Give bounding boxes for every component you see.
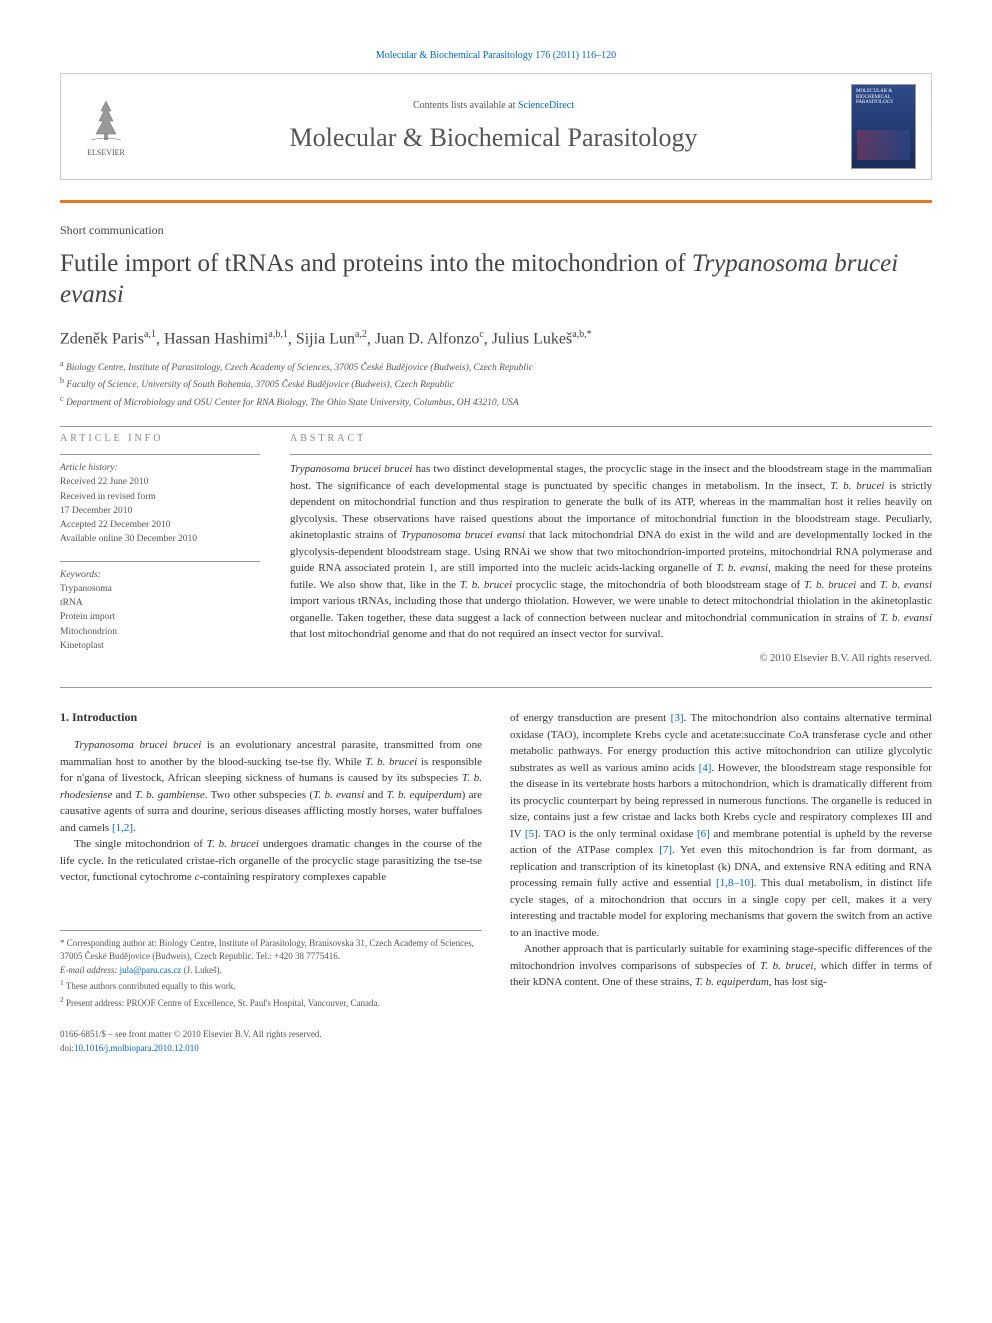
history-line: Received in revised form	[60, 490, 260, 504]
keyword: Trypanosoma	[60, 582, 260, 596]
abstract-label: abstract	[290, 433, 932, 444]
article-info-label: article info	[60, 433, 260, 444]
article-type: Short communication	[60, 223, 932, 238]
history-heading: Article history:	[60, 461, 260, 475]
footnote-text: These authors contributed equally to thi…	[66, 981, 236, 991]
article-title: Futile import of tRNAs and proteins into…	[60, 248, 932, 311]
divider	[290, 454, 932, 455]
affiliation-c: Department of Microbiology and OSU Cente…	[66, 398, 519, 408]
footnote-1: 1 These authors contributed equally to t…	[60, 977, 482, 994]
history-line: Received 22 June 2010	[60, 475, 260, 489]
history-line: Available online 30 December 2010	[60, 532, 260, 546]
divider	[60, 687, 932, 688]
orange-divider	[60, 200, 932, 203]
body-paragraph: of energy transduction are present [3]. …	[510, 710, 932, 941]
history-line: Accepted 22 December 2010	[60, 518, 260, 532]
affiliations: a Biology Centre, Institute of Parasitol…	[60, 358, 932, 410]
elsevier-tree-icon	[81, 96, 131, 146]
keywords-block: Keywords: Trypanosoma tRNA Protein impor…	[60, 568, 260, 654]
footnote-2: 2 Present address: PROOF Centre of Excel…	[60, 994, 482, 1011]
journal-cover-thumbnail: MOLECULAR & BIOCHEMICAL PARASITOLOGY	[851, 84, 916, 169]
header-box: ELSEVIER Contents lists available at Sci…	[60, 73, 932, 180]
publisher-name: ELSEVIER	[87, 148, 125, 157]
body-paragraph: Another approach that is particularly su…	[510, 941, 932, 991]
body-paragraph: The single mitochondrion of T. b. brucei…	[60, 836, 482, 886]
keywords-heading: Keywords:	[60, 568, 260, 582]
elsevier-logo: ELSEVIER	[76, 92, 136, 162]
footnote-text: Present address: PROOF Centre of Excelle…	[66, 998, 380, 1008]
history-line: 17 December 2010	[60, 504, 260, 518]
section-heading: 1. Introduction	[60, 710, 482, 725]
sciencedirect-link[interactable]: ScienceDirect	[518, 100, 574, 111]
email-suffix: (J. Lukeš).	[181, 965, 222, 975]
article-history: Article history: Received 22 June 2010 R…	[60, 461, 260, 547]
top-citation: Molecular & Biochemical Parasitology 176…	[60, 50, 932, 61]
abstract-text: Trypanosoma brucei brucei has two distin…	[290, 461, 932, 643]
body-paragraph: Trypanosoma brucei brucei is an evolutio…	[60, 737, 482, 836]
contents-line: Contents lists available at ScienceDirec…	[136, 100, 851, 111]
issn-line: 0166-6851/$ – see front matter © 2010 El…	[60, 1028, 482, 1042]
authors-line: Zdeněk Parisa,1, Hassan Hashimia,b,1, Si…	[60, 329, 932, 348]
keyword: tRNA	[60, 596, 260, 610]
email-label: E-mail address:	[60, 965, 120, 975]
doi-label: doi:	[60, 1043, 74, 1053]
keyword: Kinetoplast	[60, 639, 260, 653]
affiliation-a: Biology Centre, Institute of Parasitolog…	[66, 363, 533, 373]
doi-link[interactable]: 10.1016/j.molbiopara.2010.12.010	[74, 1043, 199, 1053]
abstract-copyright: © 2010 Elsevier B.V. All rights reserved…	[290, 653, 932, 664]
affiliation-b: Faculty of Science, University of South …	[66, 380, 454, 390]
cover-label: MOLECULAR & BIOCHEMICAL PARASITOLOGY	[856, 89, 911, 106]
corresponding-author-note: * Corresponding author at: Biology Centr…	[60, 937, 482, 964]
contents-prefix: Contents lists available at	[413, 100, 518, 111]
footer-block: 0166-6851/$ – see front matter © 2010 El…	[60, 1028, 482, 1055]
email-link[interactable]: jula@paru.cas.cz	[120, 965, 182, 975]
journal-name: Molecular & Biochemical Parasitology	[136, 123, 851, 153]
keyword: Mitochondrion	[60, 625, 260, 639]
email-line: E-mail address: jula@paru.cas.cz (J. Luk…	[60, 964, 482, 978]
divider	[60, 454, 260, 455]
divider	[60, 426, 932, 427]
divider	[60, 561, 260, 562]
keyword: Protein import	[60, 610, 260, 624]
